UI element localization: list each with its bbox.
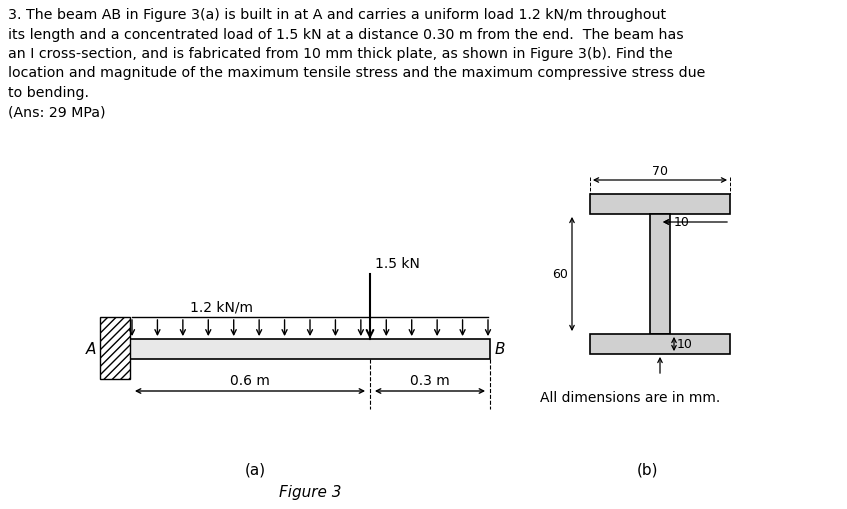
- Bar: [100, 318, 130, 379]
- Bar: [650, 215, 670, 334]
- Text: 0.3 m: 0.3 m: [410, 373, 450, 387]
- Text: 10: 10: [677, 338, 693, 351]
- Text: 70: 70: [652, 165, 668, 178]
- Bar: [590, 194, 730, 215]
- Text: (a): (a): [245, 462, 266, 477]
- Text: 0.6 m: 0.6 m: [230, 373, 270, 387]
- Text: 60: 60: [552, 268, 568, 281]
- Bar: [590, 334, 730, 354]
- Text: B: B: [495, 342, 506, 357]
- Text: Figure 3: Figure 3: [279, 484, 341, 499]
- Text: A: A: [86, 342, 96, 357]
- Text: 10: 10: [674, 216, 689, 229]
- Text: 1.5 kN: 1.5 kN: [375, 257, 420, 270]
- Text: 1.2 kN/m: 1.2 kN/m: [190, 300, 253, 315]
- Text: (b): (b): [637, 462, 659, 477]
- Bar: [130, 340, 490, 359]
- Text: All dimensions are in mm.: All dimensions are in mm.: [540, 390, 720, 404]
- Text: 3. The beam AB in Figure 3(a) is built in at A and carries a uniform load 1.2 kN: 3. The beam AB in Figure 3(a) is built i…: [8, 8, 706, 119]
